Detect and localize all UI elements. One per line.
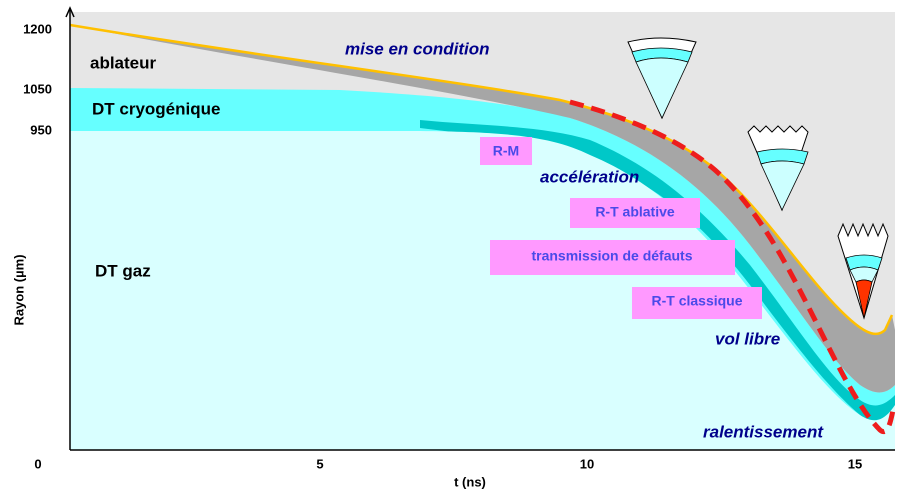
instability-label: R-M	[493, 143, 519, 159]
phase-label: mise en condition	[345, 39, 490, 58]
y-tick-label: 1200	[23, 21, 52, 36]
x-tick-label: 10	[580, 456, 594, 471]
cone-icon	[747, 125, 809, 212]
cone-icon	[627, 37, 697, 120]
origin-label: 0	[34, 456, 41, 471]
region-label: ablateur	[90, 53, 157, 72]
instability-label: R-T classique	[651, 293, 742, 309]
y-tick-label: 1050	[23, 81, 52, 96]
region-label: DT cryogénique	[92, 99, 220, 118]
phase-label: accélération	[540, 167, 639, 186]
x-tick-label: 5	[316, 456, 323, 471]
region-label: DT gaz	[95, 261, 151, 280]
gas-region	[70, 131, 895, 450]
instability-label: transmission de défauts	[531, 248, 692, 264]
phase-label: vol libre	[715, 329, 780, 348]
y-axis-title: Rayon (µm)	[11, 254, 26, 325]
x-axis-title: t (ns)	[454, 474, 486, 489]
label-box	[490, 240, 735, 275]
label-box	[632, 287, 762, 319]
ablator-band	[70, 25, 895, 393]
compressed-layer	[420, 120, 895, 428]
y-tick-label: 950	[30, 122, 52, 137]
instability-label: R-T ablative	[595, 204, 675, 220]
phase-label: ralentissement	[703, 422, 824, 441]
label-box	[570, 198, 700, 228]
label-box	[480, 137, 532, 165]
trajectory-dashed	[569, 99, 896, 435]
cone-icon	[837, 222, 889, 320]
x-tick-label: 15	[848, 456, 862, 471]
y-arrow	[65, 6, 75, 18]
